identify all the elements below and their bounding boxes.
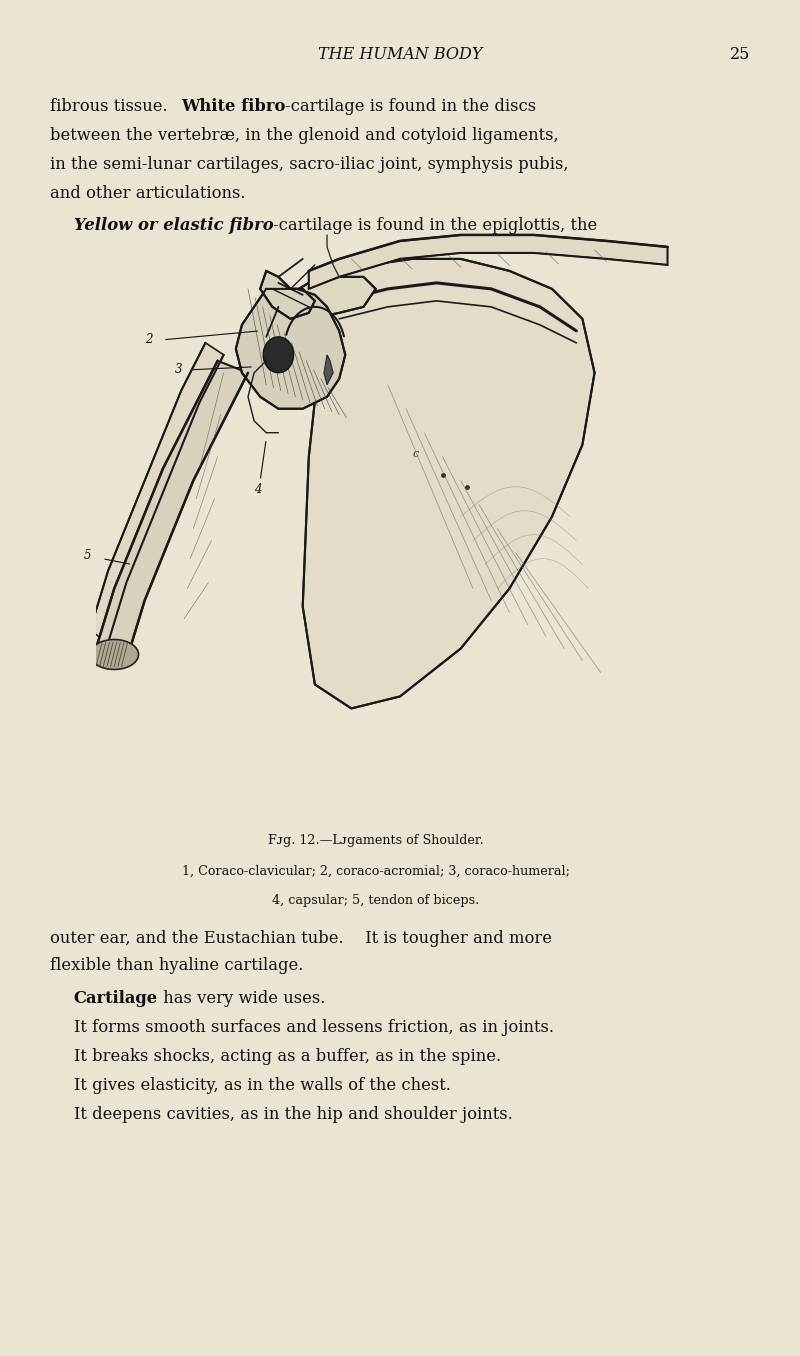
Polygon shape bbox=[90, 640, 138, 670]
Text: fibrous tissue.: fibrous tissue. bbox=[50, 98, 181, 115]
Text: It gives elasticity, as in the walls of the chest.: It gives elasticity, as in the walls of … bbox=[74, 1077, 450, 1094]
Text: 2: 2 bbox=[145, 332, 152, 346]
Polygon shape bbox=[236, 289, 346, 408]
Text: outer ear, and the Eustachian tube.  It is tougher and more: outer ear, and the Eustachian tube. It i… bbox=[50, 930, 552, 948]
Text: 4: 4 bbox=[254, 483, 262, 496]
Polygon shape bbox=[248, 277, 376, 336]
Text: between the vertebræ, in the glenoid and cotyloid ligaments,: between the vertebræ, in the glenoid and… bbox=[50, 126, 558, 144]
Text: 4, capsular; 5, tendon of biceps.: 4, capsular; 5, tendon of biceps. bbox=[272, 894, 480, 907]
Polygon shape bbox=[302, 259, 594, 708]
Polygon shape bbox=[96, 361, 248, 660]
Text: 5: 5 bbox=[84, 549, 91, 561]
Text: and other articulations.: and other articulations. bbox=[50, 184, 245, 202]
Text: It breaks shocks, acting as a buffer, as in the spine.: It breaks shocks, acting as a buffer, as… bbox=[74, 1048, 501, 1066]
Text: Yellow or elastic fibro: Yellow or elastic fibro bbox=[74, 217, 274, 235]
Text: -cartilage is found in the epiglottis, the: -cartilage is found in the epiglottis, t… bbox=[274, 217, 598, 235]
Text: 25: 25 bbox=[730, 46, 750, 64]
Polygon shape bbox=[260, 271, 315, 319]
Polygon shape bbox=[90, 343, 224, 643]
Text: c: c bbox=[412, 449, 418, 458]
Text: White fibro: White fibro bbox=[181, 98, 285, 115]
Polygon shape bbox=[263, 336, 294, 373]
Text: Cartilage: Cartilage bbox=[74, 990, 158, 1008]
Text: Fᴊg. 12.—Lᴊgaments of Shoulder.: Fᴊg. 12.—Lᴊgaments of Shoulder. bbox=[268, 834, 484, 848]
Text: in the semi-lunar cartilages, sacro-iliac joint, symphysis pubis,: in the semi-lunar cartilages, sacro-ilia… bbox=[50, 156, 568, 174]
Text: THE HUMAN BODY: THE HUMAN BODY bbox=[318, 46, 482, 64]
Text: has very wide uses.: has very wide uses. bbox=[158, 990, 325, 1008]
Text: -cartilage is found in the discs: -cartilage is found in the discs bbox=[285, 98, 536, 115]
Text: 1, Coraco-clavicular; 2, coraco-acromial; 3, coraco-humeral;: 1, Coraco-clavicular; 2, coraco-acromial… bbox=[182, 865, 570, 879]
Polygon shape bbox=[324, 355, 333, 385]
Text: It deepens cavities, as in the hip and shoulder joints.: It deepens cavities, as in the hip and s… bbox=[74, 1106, 512, 1124]
Text: flexible than hyaline cartilage.: flexible than hyaline cartilage. bbox=[50, 957, 303, 975]
Text: It forms smooth surfaces and lessens friction, as in joints.: It forms smooth surfaces and lessens fri… bbox=[74, 1020, 554, 1036]
Polygon shape bbox=[309, 235, 667, 289]
Text: 3: 3 bbox=[175, 363, 182, 376]
